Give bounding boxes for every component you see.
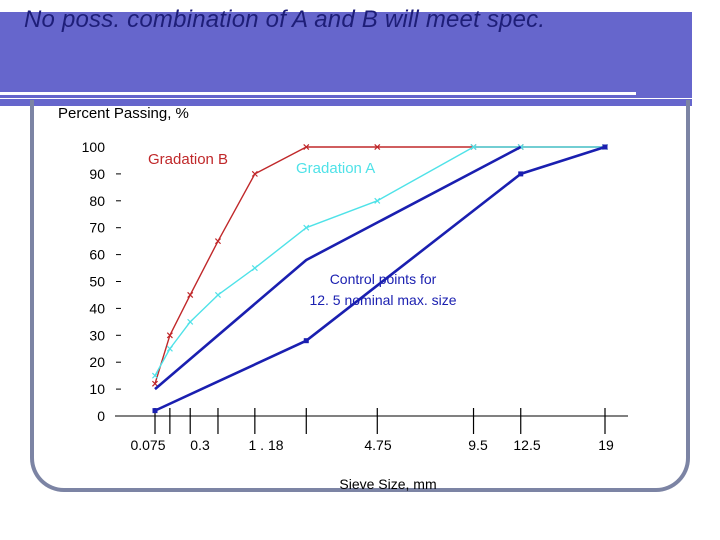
annotation-gradation-b: Gradation B (148, 151, 228, 168)
data-point-gradation-a (470, 143, 477, 151)
header-divider (0, 92, 636, 95)
data-point-control-lower (518, 171, 524, 177)
series-line-control-upper (154, 145, 522, 391)
x-tick-label: 19 (598, 437, 614, 453)
annotation-nominal-size: 12. 5 nominal max. size (309, 292, 456, 308)
y-tick-label: 0 (97, 408, 105, 424)
y-tick-label: 10 (89, 381, 105, 397)
data-point-gradation-b (214, 238, 222, 245)
data-point-gradation-a (374, 197, 381, 204)
y-tick-label: 60 (89, 247, 105, 263)
data-point-control-lower (602, 144, 608, 150)
series-line-gradation-a (154, 146, 605, 376)
header-band (0, 12, 692, 106)
y-tick-label: 30 (89, 327, 105, 343)
data-point-control-lower (303, 338, 309, 344)
y-tick-label: 40 (89, 300, 105, 316)
slide-title: No poss. combination of A and B will mee… (24, 6, 546, 33)
content-frame (30, 100, 690, 492)
data-point-gradation-b (251, 170, 258, 177)
x-tick-label: 0.075 (130, 437, 165, 453)
y-tick-label: 100 (82, 139, 106, 155)
x-axis-title: Sieve Size, mm (339, 476, 436, 492)
data-point-gradation-a (151, 372, 159, 379)
x-tick-label: 1 . 18 (248, 437, 283, 453)
x-tick-label: 4.75 (364, 437, 391, 453)
y-tick-label: 90 (89, 166, 105, 182)
y-axis-title: Percent Passing, % (58, 105, 189, 122)
data-point-gradation-b (166, 332, 173, 339)
x-tick-label: 9.5 (468, 437, 488, 453)
y-tick-label: 80 (89, 193, 105, 209)
series-line-control-lower (154, 145, 606, 412)
data-point-gradation-a (303, 224, 310, 231)
x-tick-label: 12.5 (513, 437, 540, 453)
data-point-gradation-b (374, 143, 381, 151)
x-tick-label: 0.3 (190, 437, 210, 453)
data-point-gradation-b (151, 380, 159, 387)
data-point-gradation-a (166, 345, 173, 352)
data-point-gradation-b (187, 291, 194, 298)
y-tick-label: 20 (89, 354, 105, 370)
data-point-gradation-a (214, 291, 222, 298)
annotation-control-points: Control points for (330, 271, 437, 287)
annotation-gradation-a: Gradation A (296, 160, 375, 177)
y-tick-label: 50 (89, 274, 105, 290)
y-tick-label: 70 (89, 220, 105, 236)
data-point-control-lower (152, 408, 158, 414)
data-point-gradation-b (303, 143, 310, 151)
series-line-gradation-b (154, 146, 605, 384)
header-divider-thin (0, 98, 692, 99)
data-point-gradation-a (251, 265, 258, 272)
data-point-gradation-a (187, 318, 194, 325)
